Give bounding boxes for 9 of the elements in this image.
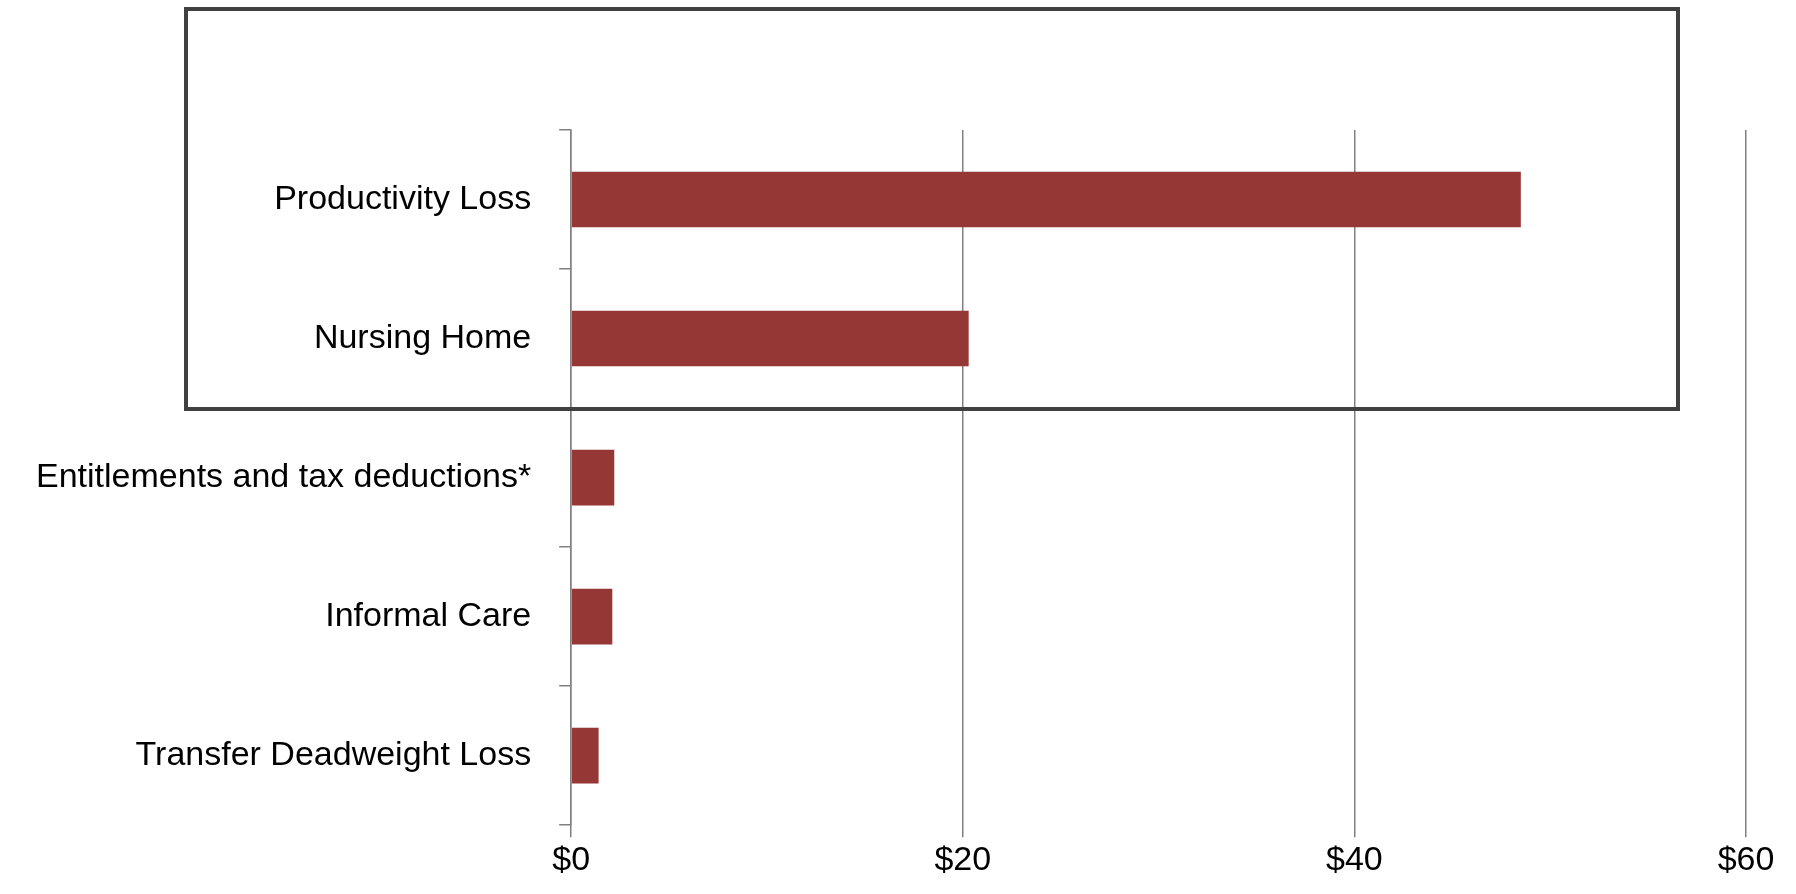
- x-tick-label: $20: [934, 838, 992, 877]
- y-tick-label: Productivity Loss: [274, 177, 532, 216]
- y-tick-label: Transfer Deadweight Loss: [135, 734, 532, 773]
- x-tick-label: $40: [1326, 838, 1383, 877]
- y-tick-label: Informal Care: [325, 595, 532, 634]
- x-tick-label: $0: [552, 838, 591, 877]
- y-tick-label: Nursing Home: [313, 316, 532, 355]
- y-tick-label: Entitlements and tax deductions*: [35, 455, 532, 494]
- x-tick-label: $60: [1717, 838, 1775, 877]
